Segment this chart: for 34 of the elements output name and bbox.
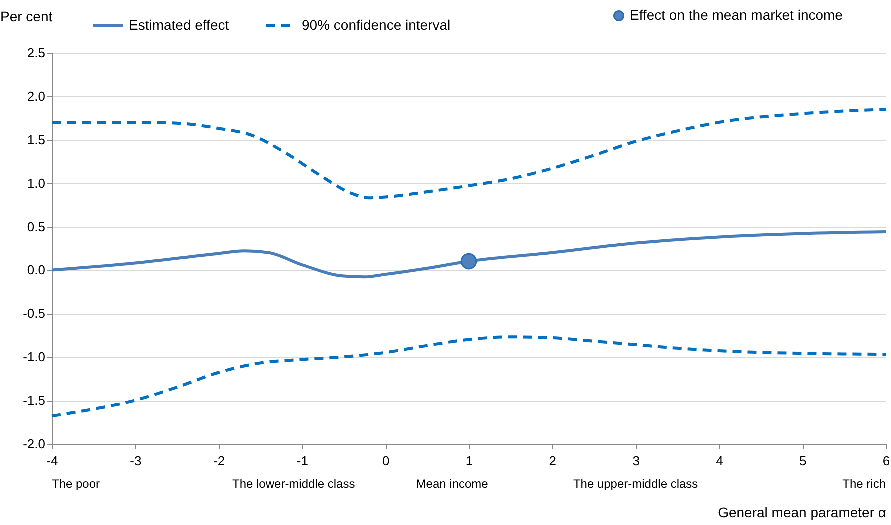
x-tick-label: -4 — [46, 454, 58, 468]
legend-label: 90% confidence interval — [302, 16, 451, 33]
line-series — [50, 108, 888, 200]
x-tick-label: 1 — [466, 454, 474, 468]
y-tick-label: -1.5 — [23, 393, 46, 408]
y-tick-label: 0.0 — [27, 262, 46, 278]
text: The upper-middle class — [573, 477, 698, 491]
x-tick-label: 4 — [716, 454, 724, 468]
x-tick-label: 5 — [799, 454, 807, 468]
x-tick-label: 0 — [382, 454, 390, 468]
x-tick-label: 2 — [549, 454, 557, 468]
y-tick-label: -2.0 — [23, 436, 46, 452]
y-tick-label: 1.0 — [27, 176, 46, 191]
x-tick-label: -2 — [214, 454, 226, 468]
y-tick-label: -0.5 — [23, 306, 46, 322]
x-tick-label: -1 — [296, 454, 308, 468]
text: Mean income — [416, 477, 489, 491]
text: The poor — [52, 477, 100, 491]
y-tick-label: -1.0 — [23, 350, 46, 365]
x-tick-label: -3 — [130, 454, 142, 468]
text: The lower-middle class — [232, 477, 356, 491]
x-tick-label: 6 — [882, 454, 890, 468]
x-axis-title: General mean parameter α — [718, 504, 886, 520]
y-axis-title: Per cent — [0, 8, 53, 24]
y-tick-label: 1.5 — [27, 132, 46, 148]
legend-label: Effect on the mean market income — [630, 7, 844, 23]
line-series — [50, 230, 888, 279]
y-tick-label: 0.5 — [27, 219, 46, 234]
text: The rich — [842, 477, 886, 491]
y-tick-label: 2.5 — [27, 46, 46, 60]
legend-label: Estimated effect — [129, 16, 230, 33]
x-tick-label: 3 — [632, 454, 640, 468]
y-tick-label: 2.0 — [27, 88, 46, 104]
line-series — [50, 336, 888, 418]
